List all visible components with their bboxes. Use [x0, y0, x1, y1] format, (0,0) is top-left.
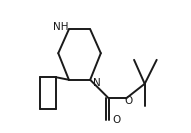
Text: N: N	[93, 78, 101, 88]
Text: O: O	[124, 96, 132, 106]
Text: O: O	[112, 115, 120, 125]
Text: NH: NH	[53, 22, 68, 32]
